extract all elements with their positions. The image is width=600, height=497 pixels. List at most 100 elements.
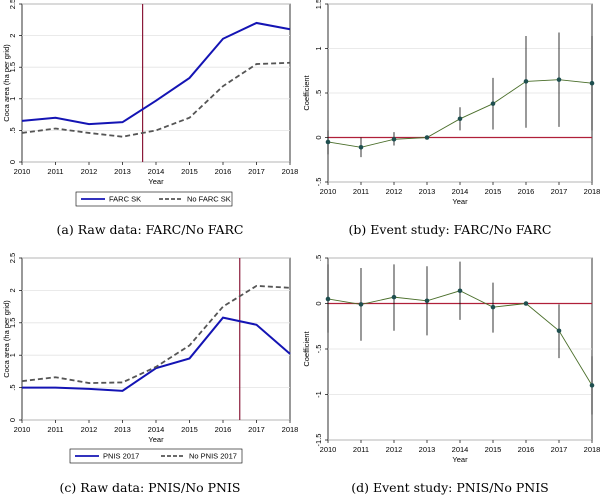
chart-a-xtick-label: 2010 [14, 167, 31, 176]
caption-b: (b) Event study: FARC/No FARC [348, 222, 552, 237]
chart-c-series-line-1 [22, 316, 291, 392]
chart-c-ytick-label: 1 [8, 353, 17, 357]
chart-c-xtick-label: 2011 [47, 425, 63, 434]
chart-b-xtick-label: 2016 [518, 187, 535, 196]
chart-c-xaxis-label: Year [148, 435, 164, 444]
chart-a-ytick-label: 2.5 [8, 0, 17, 9]
chart-b-svg: -.5 0 .5 1 1.5 2010 2011 2012 2013 2014 2015 2016 20… [302, 0, 600, 206]
chart-d-svg: -1.5 -1 -.5 0 .5 2010 2011 2012 2013 2014 2015 2016… [302, 255, 600, 464]
chart-b-xtick-label: 2017 [551, 187, 568, 196]
chart-d-xtick-label: 2013 [419, 445, 436, 454]
chart-b-xtick-label: 2018 [584, 187, 600, 196]
chart-b-data-point [589, 80, 595, 86]
chart-c-yaxis-label: Coca area (ha per grid) [2, 300, 11, 378]
chart-b-ytick-label: 1 [314, 46, 323, 50]
chart-a-ytick-label: .5 [8, 127, 17, 133]
chart-d-data-point [523, 301, 529, 306]
chart-c-xtick-label: 2014 [148, 425, 165, 434]
chart-a-xtick-label: 2014 [148, 167, 165, 176]
chart-d-yaxis-label: Coefficient [302, 330, 311, 366]
chart-d-xtick-label: 2015 [485, 445, 502, 454]
chart-a-yaxis-label: Coca area (ha per grid) [2, 44, 11, 122]
chart-a-xtick-label: 2017 [248, 167, 265, 176]
chart-c-ytick-label: 2.5 [8, 253, 17, 263]
chart-a-xtick-label: 2013 [114, 167, 131, 176]
chart-d-data-point [457, 288, 463, 294]
chart-c-legend-label: PNIS 2017 [103, 452, 139, 461]
chart-a-plot-frame [21, 3, 291, 163]
chart-b-data-point [358, 144, 364, 150]
chart-b-xtick-label: 2014 [452, 187, 469, 196]
chart-d-xtick-label: 2016 [518, 445, 535, 454]
chart-a-series-line-2 [21, 61, 291, 138]
chart-panel-c: 0 .5 1 1.5 2 2.5 2010 2011 2012 2013 2014 2015 2016 2… [0, 250, 300, 470]
chart-c-ytick-label: .5 [8, 384, 17, 390]
chart-c-xtick-label: 2012 [81, 425, 98, 434]
chart-b-ytick-label: .5 [314, 90, 323, 96]
chart-d-data-point [325, 296, 331, 302]
chart-c-series-line-2 [21, 284, 291, 384]
chart-b-data-point [325, 139, 331, 145]
chart-b-ytick-label: -.5 [314, 178, 323, 187]
chart-c-ytick-label: 1.5 [8, 318, 17, 328]
chart-d-data-point [358, 302, 364, 307]
chart-d-ytick-label: 0 [314, 301, 323, 305]
chart-d-xtick-label: 2011 [353, 445, 369, 454]
chart-d-xtick-label: 2012 [386, 445, 403, 454]
chart-b-xtick-label: 2011 [353, 187, 369, 196]
chart-a-xaxis-label: Year [148, 177, 164, 186]
chart-d-data-point [490, 304, 496, 310]
chart-b-xtick-label: 2012 [386, 187, 403, 196]
chart-d-data-point [424, 298, 430, 304]
chart-d-xtick-label: 2014 [452, 445, 469, 454]
chart-c-xtick-label: 2017 [248, 425, 265, 434]
chart-a-svg: 0 .5 1 1.5 2 2.5 2010 2011 2012 2013 2014 2015 2016 2… [2, 0, 299, 207]
chart-c-ytick-label: 0 [8, 418, 17, 422]
chart-d-ytick-label: -1 [314, 391, 323, 398]
chart-b-xtick-label: 2010 [320, 187, 337, 196]
chart-a-series-line-1 [21, 21, 291, 126]
chart-a-xtick-label: 2018 [282, 167, 299, 176]
chart-a-xtick-label: 2012 [81, 167, 98, 176]
chart-b-ytick-label: 1.5 [314, 0, 323, 9]
chart-b-xaxis-label: Year [452, 197, 468, 206]
chart-d-ytick-label: -.5 [314, 345, 323, 354]
chart-d-ytick-label: .5 [314, 255, 323, 261]
chart-d-data-point [391, 294, 397, 300]
chart-panel-d: -1.5 -1 -.5 0 .5 2010 2011 2012 2013 2014 2015 2016… [300, 250, 600, 470]
caption-c: (c) Raw data: PNIS/No PNIS [59, 480, 241, 495]
chart-c-legend-box [69, 448, 243, 464]
chart-d-ytick-label: -1.5 [314, 434, 323, 447]
caption-d: (d) Event study: PNIS/No PNIS [351, 480, 549, 495]
chart-c-xtick-label: 2016 [215, 425, 232, 434]
chart-panel-a: 0 .5 1 1.5 2 2.5 2010 2011 2012 2013 2014 2015 2016 2… [0, 0, 300, 212]
chart-d-data-point [556, 328, 562, 334]
chart-b-data-point [490, 101, 496, 106]
chart-d-xaxis-label: Year [452, 455, 468, 464]
chart-c-svg: 0 .5 1 1.5 2 2.5 2010 2011 2012 2013 2014 2015 2016 2… [2, 253, 299, 464]
chart-b-data-point [457, 116, 463, 122]
chart-d-xtick-label: 2018 [584, 445, 600, 454]
chart-d-xtick-label: 2017 [551, 445, 568, 454]
chart-c-xtick-label: 2015 [181, 425, 198, 434]
chart-panel-b: -.5 0 .5 1 1.5 2010 2011 2012 2013 2014 2015 2016 20… [300, 0, 600, 212]
chart-c-ytick-label: 2 [8, 288, 17, 292]
chart-a-xtick-label: 2015 [181, 167, 198, 176]
chart-a-legend-label: FARC SK [109, 195, 141, 204]
chart-b-xtick-label: 2013 [419, 187, 436, 196]
chart-b-data-point [523, 79, 529, 84]
chart-a-xtick-label: 2011 [47, 167, 63, 176]
chart-a-legend-label: No FARC SK [187, 195, 231, 204]
chart-a-ytick-label: 0 [8, 160, 17, 164]
caption-a: (a) Raw data: FARC/No FARC [56, 222, 244, 237]
chart-b-ytick-label: 0 [314, 135, 323, 139]
chart-c-xtick-label: 2018 [282, 425, 299, 434]
chart-d-xtick-label: 2010 [320, 445, 337, 454]
chart-c-legend-label: No PNIS 2017 [189, 452, 237, 461]
chart-b-data-point [391, 136, 397, 142]
chart-a-ytick-label: 2 [8, 34, 17, 38]
chart-d-data-point [589, 383, 595, 388]
chart-c-xtick-label: 2013 [114, 425, 131, 434]
chart-b-yaxis-label: Coefficient [302, 74, 311, 110]
chart-b-xtick-label: 2015 [485, 187, 502, 196]
